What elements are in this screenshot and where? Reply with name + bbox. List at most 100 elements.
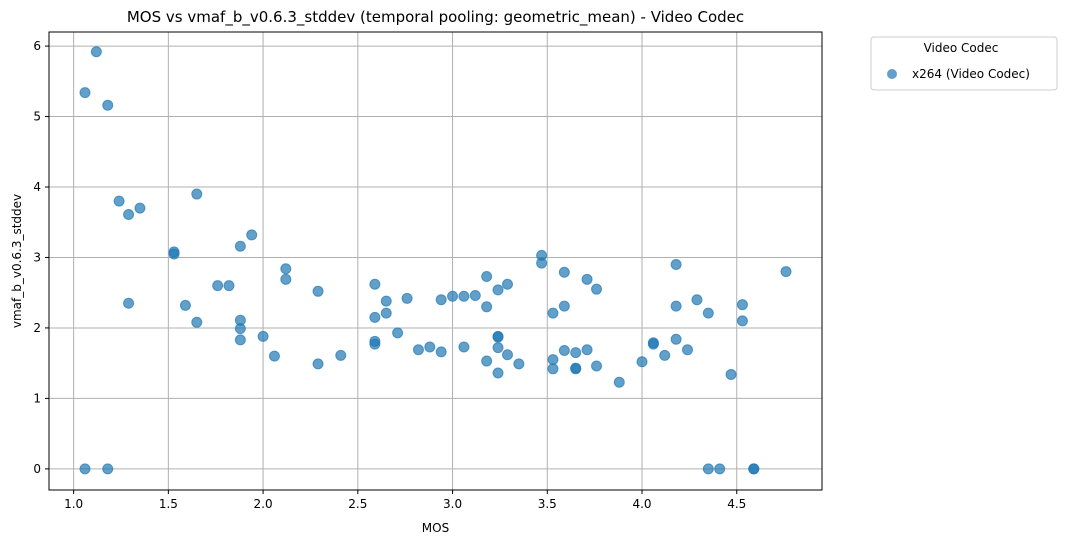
scatter-point [547, 354, 559, 366]
scatter-point [636, 356, 648, 368]
data-points [79, 46, 792, 475]
scatter-point [570, 347, 582, 359]
scatter-point [547, 363, 559, 375]
scatter-point [492, 284, 504, 296]
scatter-point [458, 290, 470, 302]
scatter-point [79, 463, 91, 475]
scatter-point [547, 307, 559, 319]
y-tick-label: 1 [33, 391, 41, 405]
scatter-point [447, 290, 459, 302]
legend-title: Video Codec [924, 41, 999, 55]
scatter-point [725, 368, 737, 380]
scatter-point [581, 344, 593, 356]
scatter-point [481, 301, 493, 313]
scatter-point [90, 46, 102, 58]
y-tick-label: 6 [33, 39, 41, 53]
scatter-point [591, 283, 603, 295]
grid-lines [49, 32, 822, 490]
scatter-point [369, 278, 381, 290]
scatter-point [280, 273, 292, 285]
legend-marker [887, 69, 897, 79]
scatter-point [492, 331, 504, 343]
scatter-point [469, 290, 481, 302]
scatter-point [670, 300, 682, 312]
x-tick-label: 2.5 [348, 497, 367, 511]
legend: Video Codec x264 (Video Codec) [870, 36, 1058, 91]
scatter-point [424, 341, 436, 353]
x-tick-label: 4.5 [727, 497, 746, 511]
scatter-point [581, 273, 593, 285]
y-axis-label: vmaf_b_v0.6.3_stddev [10, 194, 24, 328]
scatter-point [369, 338, 381, 350]
scatter-point [536, 257, 548, 269]
scatter-point [670, 259, 682, 271]
x-tick-label: 2.0 [254, 497, 273, 511]
y-tick-label: 2 [33, 321, 41, 335]
scatter-point [380, 295, 392, 307]
scatter-point [492, 342, 504, 354]
scatter-point [435, 294, 447, 306]
scatter-point [179, 299, 191, 311]
scatter-point [234, 240, 246, 252]
scatter-point [780, 266, 792, 278]
y-tick-label: 3 [33, 250, 41, 264]
x-tick-label: 3.0 [443, 497, 462, 511]
scatter-point [736, 299, 748, 311]
scatter-point [123, 208, 135, 220]
scatter-point [513, 358, 525, 370]
scatter-point [280, 263, 292, 275]
scatter-point [702, 463, 714, 475]
x-tick-label: 4.0 [632, 497, 651, 511]
scatter-point [613, 376, 625, 388]
scatter-point [191, 188, 203, 200]
scatter-point [570, 363, 582, 375]
scatter-point [458, 341, 470, 353]
scatter-point [558, 344, 570, 356]
scatter-point [670, 333, 682, 345]
scatter-point [501, 349, 513, 361]
y-tick-label: 4 [33, 180, 41, 194]
scatter-point [714, 463, 726, 475]
scatter-point [234, 323, 246, 335]
scatter-point [246, 229, 258, 241]
x-axis-label: MOS [422, 521, 449, 535]
scatter-point [647, 338, 659, 350]
scatter-point [736, 315, 748, 327]
y-tick-label: 0 [33, 462, 41, 476]
scatter-point [691, 294, 703, 306]
scatter-point [312, 285, 324, 297]
scatter-point [113, 195, 125, 207]
scatter-point [481, 355, 493, 367]
scatter-point [492, 367, 504, 379]
scatter-point [268, 350, 280, 362]
scatter-point [134, 202, 146, 214]
scatter-point [591, 360, 603, 372]
scatter-point [380, 307, 392, 319]
scatter-point [481, 271, 493, 283]
scatter-point [191, 316, 203, 328]
legend-series-label: x264 (Video Codec) [912, 67, 1030, 81]
scatter-point [702, 307, 714, 319]
y-tick-label: 5 [33, 110, 41, 124]
scatter-point [234, 334, 246, 346]
scatter-point [79, 87, 91, 99]
scatter-point [102, 99, 114, 111]
chart-title: MOS vs vmaf_b_v0.6.3_stddev (temporal po… [127, 8, 744, 27]
scatter-point [102, 463, 114, 475]
legend-frame [870, 36, 1058, 91]
scatter-point [659, 349, 671, 361]
scatter-point [558, 300, 570, 312]
scatter-point [501, 278, 513, 290]
scatter-point [412, 344, 424, 356]
scatter-point [392, 327, 404, 339]
axis-ticks: 1.0 1.5 2.0 2.5 3.0 3.5 4.0 4.5 0 1 2 3 4 5 6 [33, 39, 746, 511]
scatter-point [312, 358, 324, 370]
scatter-point [681, 344, 693, 356]
scatter-point [748, 463, 760, 475]
scatter-point [369, 311, 381, 323]
plot-frame [48, 31, 823, 491]
scatter-point [212, 280, 224, 292]
